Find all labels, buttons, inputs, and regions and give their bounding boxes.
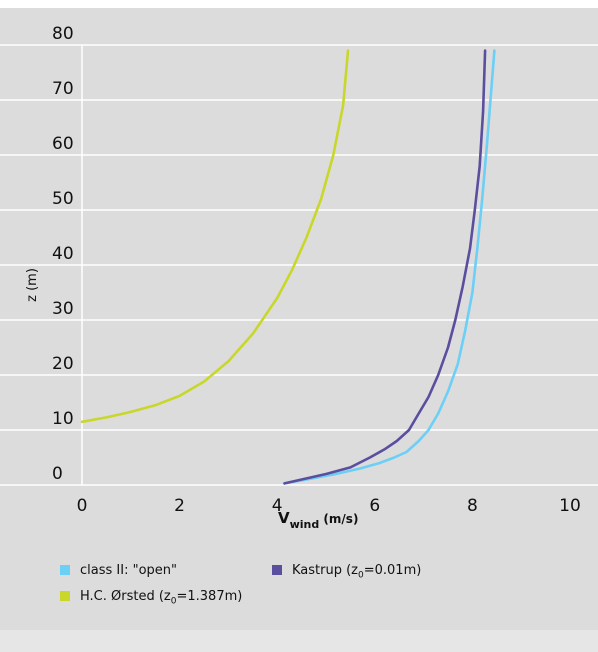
x-axis-label: Vwind (m/s) — [278, 509, 358, 531]
series-line-0 — [283, 49, 496, 485]
y-tick-label: 50 — [52, 189, 74, 209]
x-tick-label: 10 — [559, 496, 581, 516]
y-axis-label: z (m) — [25, 268, 40, 302]
y-tick-label: 60 — [52, 134, 74, 154]
y-tick-label: 0 — [52, 464, 63, 484]
y-tick-label: 80 — [52, 24, 74, 44]
legend-label-hc-orsted: H.C. Ørsted (z0=1.387m) — [80, 589, 243, 607]
bottom-strip — [0, 630, 598, 652]
x-axis-label-main: V — [278, 509, 290, 527]
tick-labels: 0 10 20 30 40 50 60 70 80 0 2 4 6 8 10 — [52, 24, 581, 516]
chart-panel: 0 10 20 30 40 50 60 70 80 0 2 4 6 8 10 z (m) Vwind (m/… — [0, 8, 598, 630]
legend-item-class-ii: class II: "open" — [60, 563, 177, 578]
legend-item-kastrup: Kastrup (z0=0.01m) — [272, 563, 421, 581]
line-chart: 0 10 20 30 40 50 60 70 80 0 2 4 6 8 10 z (m) Vwind (m/… — [0, 24, 598, 531]
y-tick-label: 30 — [52, 299, 74, 319]
legend-swatch-kastrup — [272, 565, 282, 575]
x-tick-label: 4 — [272, 496, 283, 516]
x-axis-label-sub: wind — [290, 518, 320, 531]
y-tick-label: 10 — [52, 409, 74, 429]
x-tick-label: 8 — [467, 496, 478, 516]
y-tick-label: 70 — [52, 79, 74, 99]
series-line-1 — [283, 49, 487, 485]
x-tick-label: 6 — [369, 496, 380, 516]
y-tick-label: 20 — [52, 354, 74, 374]
grid-lines — [0, 44, 598, 486]
legend-swatch-hc-orsted — [60, 591, 70, 601]
y-tick-label: 40 — [52, 244, 74, 264]
legend-label-kastrup: Kastrup (z0=0.01m) — [292, 563, 422, 581]
x-tick-label: 2 — [174, 496, 185, 516]
series-lines — [80, 49, 496, 485]
legend-item-hc-orsted: H.C. Ørsted (z0=1.387m) — [60, 589, 242, 607]
x-tick-label: 0 — [77, 496, 88, 516]
legend-swatch-class-ii — [60, 565, 70, 575]
x-axis-label-unit: (m/s) — [319, 512, 358, 526]
series-line-2 — [80, 49, 350, 424]
legend-label-class-ii: class II: "open" — [80, 563, 177, 578]
